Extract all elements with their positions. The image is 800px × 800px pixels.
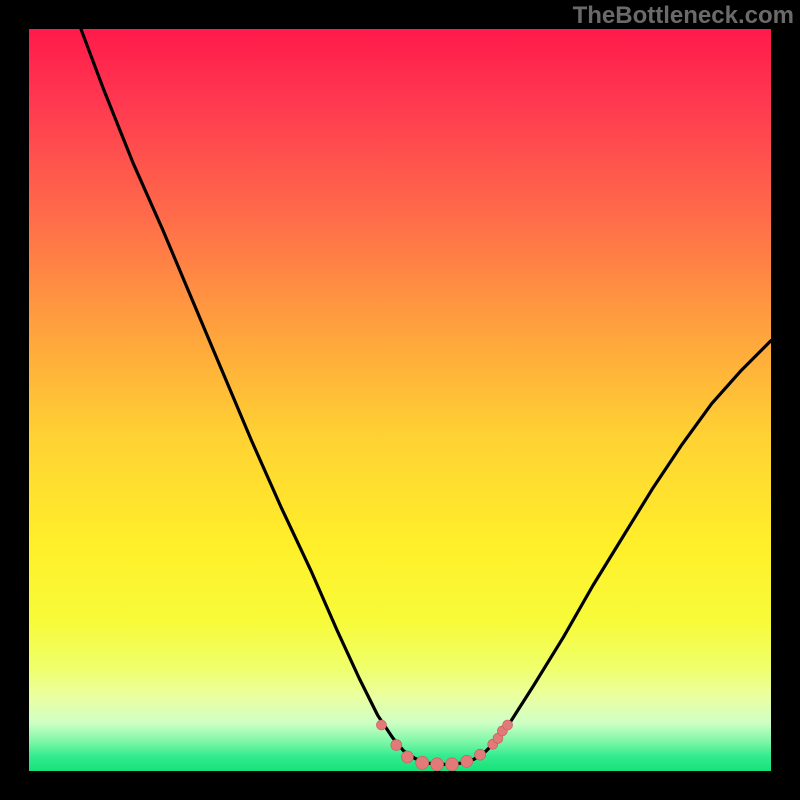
curve-marker [431,758,444,771]
watermark-text: TheBottleneck.com [573,2,794,30]
curve-marker [445,758,458,771]
curve-marker [401,751,413,763]
curve-marker [461,755,473,767]
chart-frame: TheBottleneck.com [0,0,800,800]
curve-marker [391,740,402,751]
curve-marker [376,720,386,730]
gradient-background [29,29,771,771]
plot-area [29,29,771,771]
curve-marker [416,756,429,769]
curve-marker [503,720,513,730]
bottleneck-curve-chart [29,29,771,771]
curve-marker [475,749,486,760]
